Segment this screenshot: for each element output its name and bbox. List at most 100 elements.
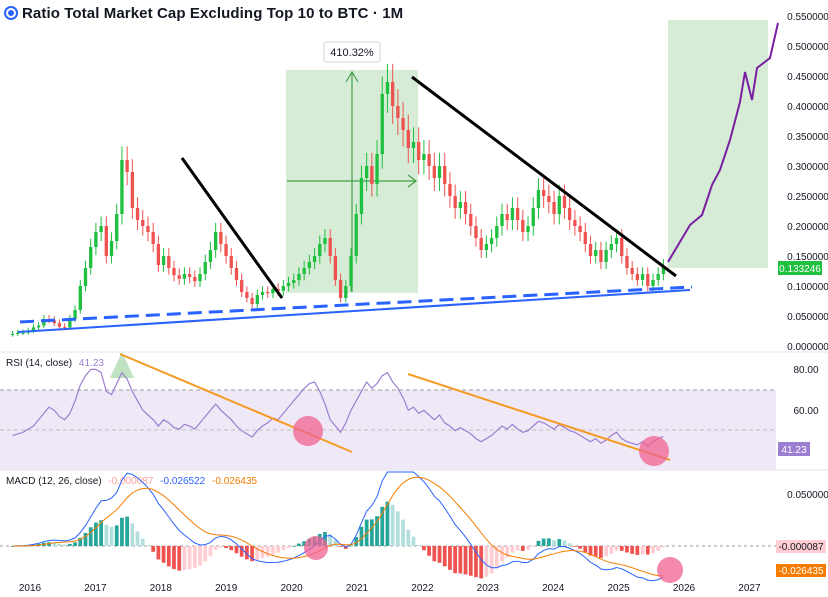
candle-body bbox=[469, 214, 473, 226]
rsi-value-tag bbox=[778, 442, 810, 456]
candle-body bbox=[193, 277, 197, 282]
macd-histogram-bar bbox=[500, 546, 504, 562]
macd-histogram-bar bbox=[437, 546, 442, 563]
macd-histogram-bar bbox=[625, 546, 629, 553]
macd-histogram-bar bbox=[234, 546, 239, 554]
macd-histogram-bar bbox=[239, 546, 244, 557]
macd-histogram-bar bbox=[520, 546, 525, 551]
macd-label: MACD (12, 26, close) bbox=[6, 476, 102, 487]
time-tick-label: 2024 bbox=[542, 583, 565, 594]
candle-body bbox=[375, 154, 379, 184]
candle-body bbox=[630, 268, 634, 274]
macd-histogram-bar bbox=[182, 546, 187, 570]
macd-histogram-bar bbox=[172, 546, 176, 570]
macd-histogram-bar bbox=[213, 546, 218, 550]
macd-histogram-bar bbox=[260, 546, 265, 559]
candle-body bbox=[359, 178, 364, 214]
candle-body bbox=[661, 266, 666, 274]
candle-body bbox=[557, 196, 561, 214]
macd-histogram-bar bbox=[390, 504, 395, 546]
macd-histogram-bar bbox=[47, 542, 51, 546]
macd-histogram-bar bbox=[94, 522, 98, 546]
candle-body bbox=[99, 226, 103, 232]
candle-body bbox=[104, 226, 108, 256]
macd-histogram-bar bbox=[385, 501, 390, 546]
candle-body bbox=[10, 334, 15, 335]
candle-body bbox=[646, 274, 650, 286]
macd-histogram-bar bbox=[573, 546, 577, 547]
macd-histogram-bar bbox=[375, 516, 379, 546]
candle-body bbox=[42, 319, 46, 326]
candle-body bbox=[489, 238, 494, 244]
price-tick-label: 0.350000 bbox=[787, 132, 828, 143]
macd-hist-tag bbox=[776, 540, 826, 553]
macd-histogram-bar bbox=[489, 546, 494, 574]
macd-histogram-bar bbox=[442, 546, 447, 567]
macd-histogram-bar bbox=[151, 546, 156, 552]
candle-body bbox=[547, 196, 551, 202]
macd-histogram-bar bbox=[281, 546, 286, 551]
candle-body bbox=[94, 232, 98, 247]
candle-body bbox=[531, 208, 535, 226]
macd-histogram-bar bbox=[432, 546, 437, 562]
candle-body bbox=[656, 274, 660, 280]
macd-histogram-bar bbox=[192, 546, 197, 569]
candle-body bbox=[302, 268, 306, 274]
candle-body bbox=[614, 238, 619, 244]
candle-body bbox=[594, 250, 598, 256]
macd-histogram-bar bbox=[73, 542, 77, 546]
macd-histogram-bar bbox=[552, 540, 556, 546]
rsi-trendline-2 bbox=[407, 373, 671, 461]
candle-body bbox=[620, 238, 624, 256]
candle-body bbox=[437, 166, 442, 178]
macd-histogram-bar bbox=[125, 516, 130, 546]
gain-label-box bbox=[323, 41, 381, 63]
candle-body bbox=[31, 327, 36, 331]
candle-body bbox=[484, 244, 489, 250]
macd-histogram-bar bbox=[130, 523, 135, 546]
candle-body bbox=[266, 292, 270, 294]
last-price-value: 0.133246 bbox=[779, 264, 821, 275]
candle-body bbox=[109, 241, 114, 256]
macd-histogram-bar bbox=[427, 546, 431, 556]
macd-histogram-bar bbox=[453, 546, 458, 574]
macd-histogram-bar bbox=[588, 546, 593, 556]
candle-body bbox=[349, 256, 353, 286]
macd-histogram-bar bbox=[479, 546, 484, 579]
macd-legend: MACD (12, 26, close) -0.000087 -0.026522… bbox=[6, 476, 257, 487]
candle-body bbox=[364, 166, 369, 178]
projection-highlight-box bbox=[668, 20, 768, 268]
candle-body bbox=[182, 274, 187, 279]
macd-histogram-bar bbox=[109, 526, 114, 546]
macd-histogram-bar bbox=[484, 546, 489, 577]
macd-histogram-bar bbox=[406, 529, 411, 546]
macd-histogram-bar bbox=[297, 543, 301, 546]
candle-body bbox=[625, 256, 629, 268]
candle-body bbox=[573, 220, 577, 226]
candle-body bbox=[172, 268, 176, 276]
macd-histogram-bar bbox=[640, 546, 645, 555]
candle-body bbox=[417, 142, 421, 160]
candle-body bbox=[68, 319, 72, 328]
candle-body bbox=[240, 280, 244, 292]
trendline-2022 bbox=[411, 75, 677, 278]
rsi-legend: RSI (14, close) 41.23 bbox=[6, 358, 104, 369]
macd-histogram-bar bbox=[208, 546, 213, 557]
macd-histogram-bar bbox=[630, 546, 635, 554]
time-tick-label: 2023 bbox=[477, 583, 500, 594]
candle-body bbox=[229, 256, 233, 268]
macd-histogram-bar bbox=[156, 546, 161, 560]
candle-body bbox=[83, 268, 88, 286]
candle-body bbox=[286, 283, 291, 286]
candle-body bbox=[609, 244, 613, 250]
price-tick-label: 0.100000 bbox=[787, 282, 828, 293]
macd-legend-macd: -0.026522 bbox=[160, 476, 206, 487]
candle-body bbox=[307, 262, 312, 268]
rsi-series bbox=[12, 368, 664, 448]
macd-histogram-bar bbox=[135, 531, 140, 546]
candle-body bbox=[73, 310, 77, 319]
chart-title-row: Ratio Total Market Cap Excluding Top 10 … bbox=[4, 3, 403, 23]
candle-body bbox=[198, 274, 202, 282]
macd-histogram-bar bbox=[468, 546, 473, 576]
candle-body bbox=[479, 238, 483, 250]
